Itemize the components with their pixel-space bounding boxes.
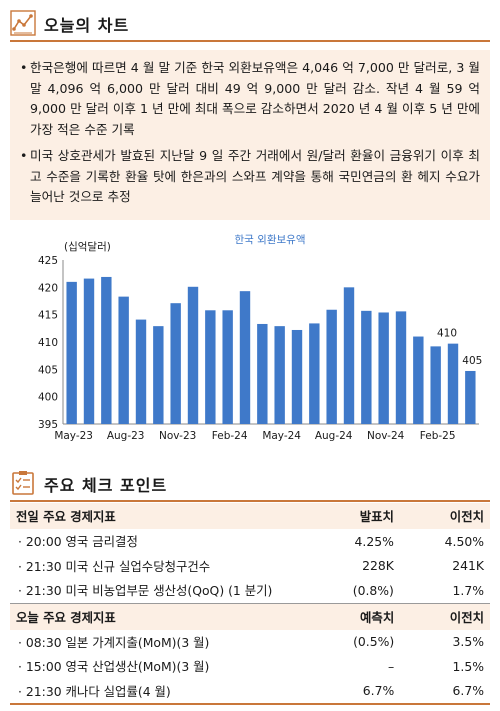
bar [326, 309, 337, 424]
previous-value: 241K [452, 558, 484, 574]
bar [465, 370, 476, 424]
col-header: 오늘 주요 경제지표 [10, 603, 311, 630]
x-tick-label: Aug-24 [315, 430, 353, 442]
indicator-name: · 08:30 일본 가계지출(MoM)(3 월) [18, 634, 210, 650]
check-points-header: 주요 체크 포인트 [10, 466, 490, 502]
summary-bullet: 한국은행에 따르면 4 월 말 기준 한국 외환보유액은 4,046 억 7,0… [20, 58, 480, 140]
x-tick-label: May-23 [54, 430, 93, 442]
bar [135, 319, 147, 424]
trend-chart-icon [10, 10, 36, 36]
bar [153, 326, 164, 424]
col-header: 이전치 [399, 503, 490, 529]
y-tick-label: 400 [38, 392, 58, 404]
todays-chart-header: 오늘의 차트 [10, 6, 490, 42]
summary-bullet: 미국 상호관세가 발효된 지난달 9 일 주간 거래에서 원/달러 환율이 금융… [20, 146, 480, 208]
today-table: 오늘 주요 경제지표 예측치 이전치 · 08:30 일본 가계지출(MoM)(… [10, 603, 490, 704]
section-title: 오늘의 차트 [44, 16, 130, 35]
forecast-value: 6.7% [362, 683, 395, 699]
bar [274, 326, 285, 424]
table-row: · 21:30 캐나다 실업률(4 월) 6.7% 6.7% [10, 679, 490, 704]
bar [343, 287, 355, 424]
y-tick-label: 415 [38, 310, 58, 322]
x-tick-label: Nov-24 [367, 430, 405, 442]
previous-value: 1.5% [452, 658, 484, 674]
table-row: · 21:30 미국 비농업부문 생산성(QoQ) (1 분기) (0.8%) … [10, 578, 490, 604]
table-row: · 08:30 일본 가계지출(MoM)(3 월) (0.5%) 3.5% [10, 630, 490, 655]
y-tick-label: 425 [38, 255, 58, 267]
previous-value: 6.7% [452, 683, 484, 699]
bar [395, 311, 407, 424]
y-axis-label: (십억달러) [64, 241, 111, 253]
bar [291, 329, 303, 424]
x-tick-label: Nov-23 [159, 430, 196, 442]
x-tick-label: Feb-24 [212, 430, 248, 442]
bar [430, 346, 441, 424]
x-tick-label: May-24 [262, 430, 301, 442]
bar [361, 310, 372, 424]
previous-value: 4.50% [444, 533, 484, 549]
col-header: 전일 주요 경제지표 [10, 503, 310, 529]
bar [83, 278, 95, 424]
data-label: 405 [462, 355, 482, 367]
x-tick-label: Aug-23 [107, 430, 145, 442]
table-bottom-rule [10, 703, 490, 705]
indicator-name: · 21:30 캐나다 실업률(4 월) [18, 683, 171, 699]
yesterday-table: 전일 주요 경제지표 발표치 이전치 · 20:00 영국 금리결정 4.25%… [10, 503, 490, 604]
previous-value: 3.5% [452, 634, 484, 650]
col-header: 발표치 [309, 503, 400, 529]
bar [205, 310, 216, 424]
bar [239, 291, 251, 424]
bar [413, 336, 424, 424]
fx-reserves-chart: 한국 외환보유액 (십억달러) 395 400 405 410 415 420 425 May… [38, 234, 482, 442]
chart-title: 한국 외환보유액 [235, 234, 306, 246]
forecast-value: – [388, 658, 395, 674]
bar [222, 310, 233, 424]
actual-value: (0.8%) [309, 578, 400, 604]
y-tick-label: 410 [38, 337, 58, 349]
col-header: 예측치 [310, 603, 401, 630]
x-tick-label: Feb-25 [420, 430, 456, 442]
y-tick-label: 405 [38, 364, 58, 376]
actual-value: 228K [362, 558, 394, 574]
y-tick-label: 395 [38, 419, 58, 431]
indicator-name: · 15:00 영국 산업생산(MoM)(3 월) [18, 659, 210, 675]
bar [118, 296, 129, 424]
bar [66, 281, 77, 424]
bar [101, 276, 112, 424]
bar [309, 323, 320, 424]
table-row: · 20:00 영국 금리결정 4.25% 4.50% [10, 529, 490, 554]
indicator-name: · 20:00 영국 금리결정 [18, 534, 138, 550]
indicator-tables: 전일 주요 경제지표 발표치 이전치 · 20:00 영국 금리결정 4.25%… [10, 503, 490, 705]
previous-value: 1.7% [399, 578, 490, 604]
bar [170, 303, 181, 424]
indicator-name: · 21:30 미국 비농업부문 생산성(QoQ) (1 분기) [10, 578, 310, 604]
bar [257, 323, 268, 424]
data-label: 410 [437, 328, 457, 340]
bar [447, 343, 459, 424]
summary-panel: 한국은행에 따르면 4 월 말 기준 한국 외환보유액은 4,046 억 7,0… [10, 50, 490, 220]
bar [378, 312, 389, 424]
y-tick-label: 420 [38, 282, 58, 294]
actual-value: 4.25% [354, 533, 394, 549]
section-title: 주요 체크 포인트 [44, 476, 168, 495]
bar [187, 286, 199, 424]
indicator-name: · 21:30 미국 신규 실업수당청구건수 [18, 558, 211, 574]
table-row: · 15:00 영국 산업생산(MoM)(3 월) – 1.5% [10, 654, 490, 679]
checklist-icon [12, 471, 34, 495]
forecast-value: (0.5%) [353, 634, 395, 650]
col-header: 이전치 [400, 603, 490, 630]
table-row: · 21:30 미국 신규 실업수당청구건수 228K 241K [10, 554, 490, 579]
